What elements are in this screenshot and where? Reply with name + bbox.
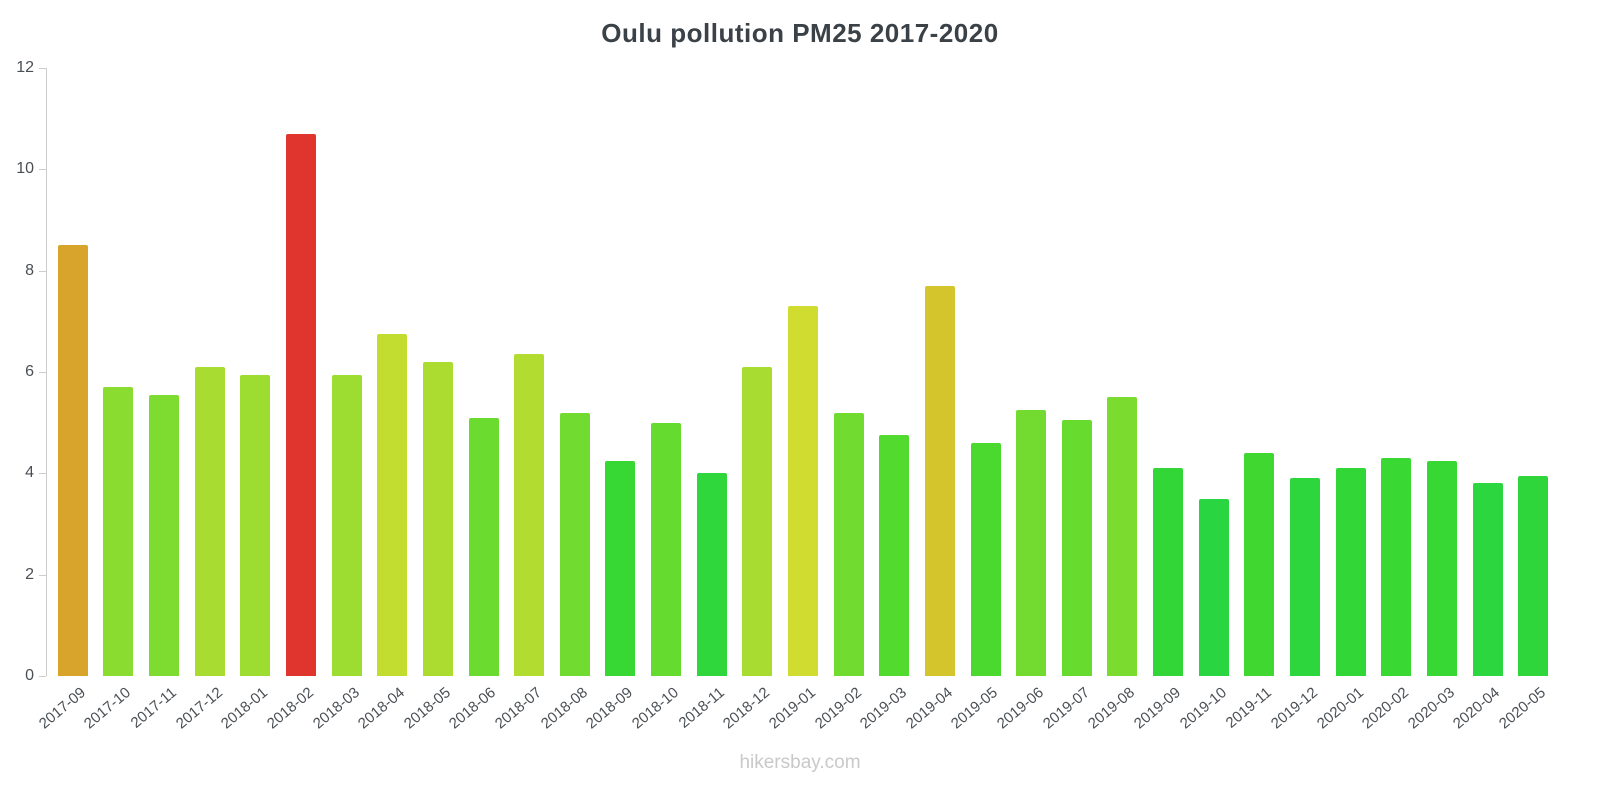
- chart-bar-2017-10: [103, 387, 134, 676]
- y-tick-label: 6: [25, 363, 34, 380]
- x-tick-label: 2018-04: [355, 684, 409, 733]
- x-tick-label: 2019-09: [1130, 684, 1185, 733]
- chart-bar-2018-04: [377, 334, 408, 676]
- y-tick-mark: [39, 68, 46, 69]
- x-tick-label: 2019-10: [1176, 684, 1230, 733]
- y-tick-mark: [39, 270, 46, 272]
- x-tick-label: 2018-08: [537, 684, 591, 733]
- chart-bar-2019-10: [1198, 498, 1229, 676]
- y-tick-label: 8: [25, 261, 34, 279]
- chart-bar-2019-12: [1290, 478, 1320, 676]
- x-tick-label: 2020-05: [1495, 684, 1550, 733]
- x-tick-label: 2020-03: [1404, 684, 1458, 733]
- chart-bar-2019-04: [924, 285, 955, 676]
- x-tick-label: 2020-01: [1313, 684, 1367, 733]
- x-tick-label: 2017-11: [127, 684, 181, 732]
- x-tick-label: 2019-04: [902, 684, 956, 733]
- x-tick-label: 2018-03: [309, 684, 363, 733]
- y-tick-label: 2: [25, 565, 34, 583]
- chart-title: Oulu pollution PM25 2017-2020: [601, 18, 999, 48]
- chart-bar-2018-11: [696, 473, 727, 676]
- chart-bar-2020-03: [1426, 460, 1457, 676]
- chart-bar-2019-09: [1153, 468, 1184, 676]
- chart-bar-2020-02: [1381, 458, 1412, 676]
- chart-bar-2018-08: [559, 412, 590, 676]
- y-tick-label: 4: [25, 464, 34, 482]
- chart-bar-2017-11: [149, 394, 180, 676]
- watermark: hikersbay.com: [739, 752, 861, 773]
- x-tick-label: 2017-10: [81, 684, 135, 733]
- plot-area: 0 2 4 6 8 10 12 2017-09 2017-10 2017-11 2017-12 201…: [0, 59, 1600, 732]
- x-tick-label: 2018-10: [628, 684, 683, 733]
- chart-bar-2018-01: [240, 374, 271, 676]
- chart-bar-2018-09: [605, 460, 636, 676]
- x-tick-label: 2019-05: [948, 684, 1002, 733]
- chart-bar-2017-09: [57, 245, 88, 676]
- chart-bar-2019-08: [1107, 397, 1138, 676]
- y-tick-mark: [39, 169, 46, 171]
- x-tick-label: 2019-02: [811, 684, 865, 733]
- x-tick-label: 2020-04: [1450, 684, 1504, 733]
- chart-bar-2018-05: [422, 361, 453, 676]
- chart-bar-2018-07: [514, 354, 545, 676]
- x-tick-label: 2018-06: [446, 684, 500, 733]
- chart-bar-2019-01: [788, 306, 818, 676]
- chart-bar-2019-06: [1016, 410, 1047, 676]
- x-tick-label: 2019-12: [1267, 684, 1321, 733]
- y-tick-label: 0: [25, 667, 34, 684]
- x-tick-label: 2017-09: [35, 684, 89, 733]
- chart-bar-2019-03: [879, 435, 910, 676]
- chart-bar-2019-05: [970, 442, 1001, 676]
- y-axis-line: [46, 68, 47, 676]
- y-tick-label: 10: [16, 160, 34, 178]
- chart-bar-2018-12: [742, 366, 773, 676]
- chart-bar-2018-02: [286, 133, 316, 676]
- y-tick-label: 12: [16, 59, 34, 76]
- x-tick-label: 2017-12: [172, 684, 226, 733]
- chart-bar-2018-10: [651, 422, 682, 676]
- chart-bar-2017-12: [194, 366, 225, 676]
- chart-bar-2019-07: [1061, 420, 1092, 676]
- x-tick-label: 2018-07: [491, 684, 546, 733]
- x-tick-label: 2018-01: [218, 684, 272, 733]
- y-tick-mark: [39, 574, 46, 576]
- x-tick-label: 2019-11: [1223, 684, 1276, 732]
- x-tick-label: 2020-02: [1359, 684, 1413, 733]
- x-tick-label: 2019-01: [765, 684, 819, 733]
- x-tick-label: 2018-09: [583, 684, 637, 733]
- x-tick-label: 2019-03: [857, 684, 911, 733]
- chart-bar-2018-06: [468, 417, 499, 676]
- chart-bar-2019-02: [833, 412, 864, 676]
- x-tick-label: 2018-05: [400, 684, 454, 733]
- x-tick-label: 2018-11: [675, 684, 728, 732]
- x-tick-label: 2019-06: [993, 684, 1048, 733]
- chart-bar-2020-01: [1335, 468, 1366, 676]
- x-tick-label: 2018-02: [263, 684, 317, 733]
- chart-bar-2019-11: [1244, 453, 1275, 676]
- chart-bar-2020-04: [1472, 483, 1503, 676]
- x-tick-label: 2019-08: [1085, 684, 1139, 733]
- y-tick-mark: [39, 676, 46, 677]
- chart-bar-2020-05: [1518, 475, 1549, 676]
- chart-bar-2018-03: [331, 374, 362, 676]
- x-tick-label: 2019-07: [1039, 684, 1093, 733]
- y-tick-mark: [39, 372, 46, 373]
- x-tick-label: 2018-12: [720, 684, 774, 733]
- y-tick-mark: [39, 473, 46, 475]
